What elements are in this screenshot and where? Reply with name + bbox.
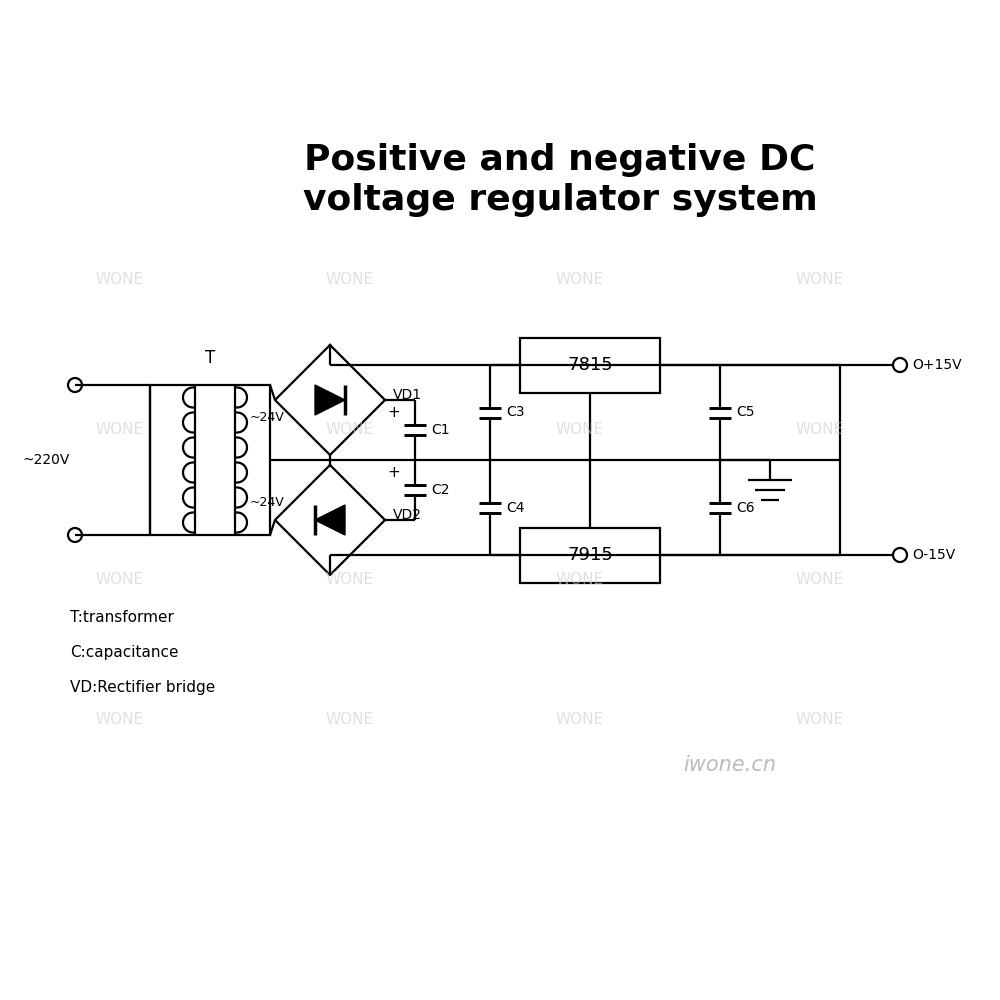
Text: WONE: WONE	[96, 422, 144, 438]
Text: C:capacitance: C:capacitance	[70, 645, 178, 660]
Text: Positive and negative DC
voltage regulator system: Positive and negative DC voltage regulat…	[303, 143, 817, 217]
Text: WONE: WONE	[326, 712, 374, 728]
Text: WONE: WONE	[326, 422, 374, 438]
Text: ~24V: ~24V	[250, 411, 285, 424]
Text: ~24V: ~24V	[250, 496, 285, 509]
Text: iwone.cn: iwone.cn	[683, 755, 777, 775]
Text: WONE: WONE	[796, 572, 844, 587]
Text: C4: C4	[506, 500, 524, 514]
Bar	[150, 385, 270, 535]
Text: WONE: WONE	[326, 272, 374, 288]
Text: 7915: 7915	[567, 546, 613, 564]
Bar	[520, 528, 660, 582]
Text: C2: C2	[431, 483, 450, 497]
Polygon shape	[315, 505, 345, 535]
Text: C5: C5	[736, 406, 755, 420]
Text: VD2: VD2	[393, 508, 422, 522]
Text: WONE: WONE	[556, 422, 604, 438]
Text: ~220V: ~220V	[23, 453, 70, 467]
Text: WONE: WONE	[796, 422, 844, 438]
Text: O-15V: O-15V	[912, 548, 955, 562]
Text: WONE: WONE	[96, 712, 144, 728]
Text: WONE: WONE	[556, 712, 604, 728]
Bar	[520, 338, 660, 392]
Text: C6: C6	[736, 500, 755, 514]
Text: WONE: WONE	[796, 712, 844, 728]
Text: WONE: WONE	[796, 272, 844, 288]
Text: +: +	[388, 405, 400, 420]
Text: WONE: WONE	[556, 272, 604, 288]
Text: WONE: WONE	[326, 572, 374, 587]
Text: VD:Rectifier bridge: VD:Rectifier bridge	[70, 680, 215, 695]
Text: T: T	[205, 349, 215, 367]
Text: O+15V: O+15V	[912, 358, 962, 372]
Text: T:transformer: T:transformer	[70, 610, 174, 625]
Text: C3: C3	[506, 406, 524, 420]
Text: WONE: WONE	[96, 572, 144, 587]
Text: 7815: 7815	[567, 356, 613, 374]
Text: C1: C1	[431, 423, 450, 437]
Text: WONE: WONE	[556, 572, 604, 587]
Polygon shape	[315, 385, 345, 415]
Text: WONE: WONE	[96, 272, 144, 288]
Text: +: +	[388, 465, 400, 480]
Text: VD1: VD1	[393, 388, 422, 402]
